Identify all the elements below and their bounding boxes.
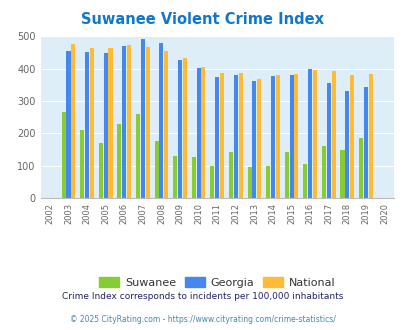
Bar	[173, 156, 177, 198]
Bar	[122, 46, 126, 198]
Bar	[215, 77, 219, 198]
Bar	[66, 51, 70, 198]
Bar	[182, 58, 186, 198]
Bar	[210, 166, 214, 198]
Bar	[238, 73, 242, 198]
Bar	[117, 124, 121, 198]
Bar	[201, 67, 205, 198]
Bar	[220, 73, 224, 198]
Text: Suwanee Violent Crime Index: Suwanee Violent Crime Index	[81, 12, 324, 26]
Bar	[80, 130, 84, 198]
Bar	[127, 45, 131, 198]
Bar	[363, 87, 367, 198]
Bar	[265, 166, 270, 198]
Bar	[368, 75, 372, 198]
Bar	[284, 152, 288, 198]
Bar	[159, 43, 163, 198]
Legend: Suwanee, Georgia, National: Suwanee, Georgia, National	[94, 273, 339, 293]
Bar	[191, 157, 195, 198]
Bar	[252, 81, 256, 198]
Bar	[71, 44, 75, 198]
Bar	[141, 39, 145, 198]
Bar	[233, 75, 237, 198]
Bar	[90, 48, 94, 198]
Bar	[340, 150, 344, 198]
Bar	[270, 76, 274, 198]
Text: © 2025 CityRating.com - https://www.cityrating.com/crime-statistics/: © 2025 CityRating.com - https://www.city…	[70, 315, 335, 324]
Bar	[344, 91, 349, 198]
Bar	[321, 146, 325, 198]
Bar	[294, 74, 298, 198]
Bar	[358, 138, 362, 198]
Bar	[289, 75, 293, 198]
Text: Crime Index corresponds to incidents per 100,000 inhabitants: Crime Index corresponds to incidents per…	[62, 292, 343, 301]
Bar	[247, 167, 251, 198]
Bar	[154, 141, 158, 198]
Bar	[62, 112, 66, 198]
Bar	[164, 51, 168, 198]
Bar	[331, 71, 335, 198]
Bar	[145, 47, 149, 198]
Bar	[228, 152, 232, 198]
Bar	[177, 60, 181, 198]
Bar	[326, 83, 330, 198]
Bar	[85, 52, 89, 198]
Bar	[303, 164, 307, 198]
Bar	[256, 79, 261, 198]
Bar	[349, 75, 353, 198]
Bar	[103, 53, 107, 198]
Bar	[275, 75, 279, 198]
Bar	[98, 143, 102, 198]
Bar	[312, 70, 316, 198]
Bar	[307, 69, 311, 198]
Bar	[108, 48, 112, 198]
Bar	[136, 114, 140, 198]
Bar	[196, 68, 200, 198]
